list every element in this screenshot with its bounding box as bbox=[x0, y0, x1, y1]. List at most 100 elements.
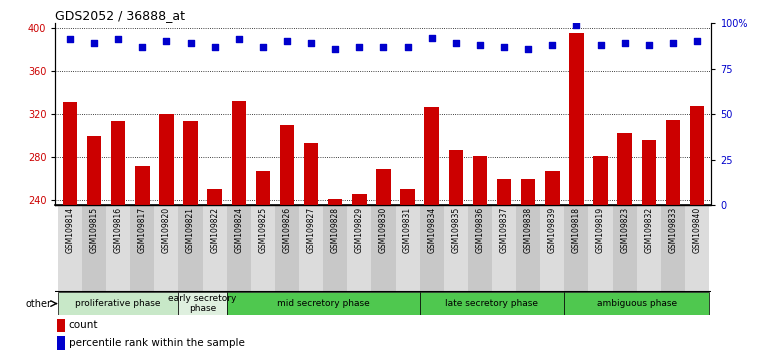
Text: GSM109819: GSM109819 bbox=[596, 207, 605, 253]
Bar bbox=[618, 133, 632, 354]
Point bbox=[256, 44, 269, 50]
Bar bbox=[641, 140, 656, 354]
Bar bbox=[135, 166, 149, 354]
Text: GSM109832: GSM109832 bbox=[644, 207, 653, 253]
Point bbox=[353, 44, 366, 50]
Bar bbox=[299, 205, 323, 292]
Point bbox=[546, 42, 558, 48]
Point bbox=[571, 22, 583, 28]
Text: GSM109835: GSM109835 bbox=[451, 207, 460, 253]
Bar bbox=[424, 107, 439, 354]
Point bbox=[498, 44, 511, 50]
Point bbox=[184, 40, 196, 46]
Bar bbox=[685, 205, 709, 292]
Text: GSM109816: GSM109816 bbox=[114, 207, 122, 253]
Bar bbox=[179, 292, 226, 315]
Text: count: count bbox=[69, 320, 98, 330]
Bar bbox=[690, 105, 705, 354]
Bar bbox=[179, 205, 203, 292]
Text: GSM109825: GSM109825 bbox=[259, 207, 267, 253]
Bar bbox=[130, 205, 154, 292]
Bar bbox=[251, 205, 275, 292]
Point bbox=[522, 46, 534, 51]
Bar bbox=[58, 292, 179, 315]
Point bbox=[329, 46, 341, 51]
Bar bbox=[400, 189, 415, 354]
Text: GSM109833: GSM109833 bbox=[668, 207, 678, 253]
Text: late secretory phase: late secretory phase bbox=[446, 299, 538, 308]
Bar bbox=[637, 205, 661, 292]
Point bbox=[401, 44, 413, 50]
Bar bbox=[159, 114, 173, 354]
Point bbox=[643, 42, 655, 48]
Text: percentile rank within the sample: percentile rank within the sample bbox=[69, 338, 244, 348]
Bar bbox=[588, 205, 613, 292]
Bar bbox=[516, 205, 541, 292]
Text: proliferative phase: proliferative phase bbox=[75, 299, 161, 308]
Bar bbox=[396, 205, 420, 292]
Text: GSM109826: GSM109826 bbox=[283, 207, 292, 253]
Bar bbox=[87, 136, 102, 354]
Bar bbox=[82, 205, 106, 292]
Bar bbox=[280, 125, 294, 354]
Bar bbox=[449, 149, 463, 354]
Point bbox=[377, 44, 390, 50]
Bar bbox=[62, 102, 77, 354]
Point bbox=[426, 35, 438, 40]
Bar bbox=[328, 199, 343, 354]
Bar bbox=[371, 205, 396, 292]
Bar bbox=[207, 189, 222, 354]
Bar bbox=[57, 336, 65, 350]
Bar bbox=[304, 143, 318, 354]
Point bbox=[233, 36, 245, 42]
Text: GSM109824: GSM109824 bbox=[234, 207, 243, 253]
Bar bbox=[569, 33, 584, 354]
Text: mid secretory phase: mid secretory phase bbox=[276, 299, 370, 308]
Bar bbox=[545, 171, 560, 354]
Bar bbox=[347, 205, 371, 292]
Point bbox=[618, 40, 631, 46]
Bar bbox=[352, 194, 367, 354]
Bar bbox=[203, 205, 226, 292]
Point bbox=[209, 44, 221, 50]
Bar bbox=[256, 171, 270, 354]
Bar bbox=[420, 292, 564, 315]
Bar bbox=[226, 292, 420, 315]
Bar bbox=[275, 205, 299, 292]
Text: GDS2052 / 36888_at: GDS2052 / 36888_at bbox=[55, 9, 186, 22]
Bar bbox=[492, 205, 516, 292]
Bar bbox=[111, 121, 126, 354]
Text: GSM109822: GSM109822 bbox=[210, 207, 219, 253]
Text: early secretory
phase: early secretory phase bbox=[169, 294, 236, 313]
Text: GSM109814: GSM109814 bbox=[65, 207, 75, 253]
Text: GSM109823: GSM109823 bbox=[620, 207, 629, 253]
Text: GSM109838: GSM109838 bbox=[524, 207, 533, 253]
Point bbox=[450, 40, 462, 46]
Bar bbox=[58, 205, 82, 292]
Bar bbox=[613, 205, 637, 292]
Text: GSM109828: GSM109828 bbox=[331, 207, 340, 253]
Bar bbox=[444, 205, 468, 292]
Point bbox=[64, 36, 76, 42]
Point bbox=[305, 40, 317, 46]
Text: other: other bbox=[25, 298, 52, 309]
Text: GSM109818: GSM109818 bbox=[572, 207, 581, 253]
Point bbox=[136, 44, 149, 50]
Point bbox=[88, 40, 100, 46]
Text: GSM109834: GSM109834 bbox=[427, 207, 436, 253]
Bar bbox=[497, 178, 511, 354]
Text: GSM109831: GSM109831 bbox=[403, 207, 412, 253]
Text: GSM109815: GSM109815 bbox=[89, 207, 99, 253]
Bar bbox=[541, 205, 564, 292]
Bar bbox=[323, 205, 347, 292]
Text: GSM109817: GSM109817 bbox=[138, 207, 147, 253]
Bar bbox=[661, 205, 685, 292]
Bar bbox=[226, 205, 251, 292]
Bar bbox=[232, 101, 246, 354]
Point bbox=[594, 42, 607, 48]
Bar bbox=[594, 156, 608, 354]
Bar bbox=[521, 178, 535, 354]
Point bbox=[160, 38, 172, 44]
Bar bbox=[57, 319, 65, 332]
Point bbox=[112, 36, 124, 42]
